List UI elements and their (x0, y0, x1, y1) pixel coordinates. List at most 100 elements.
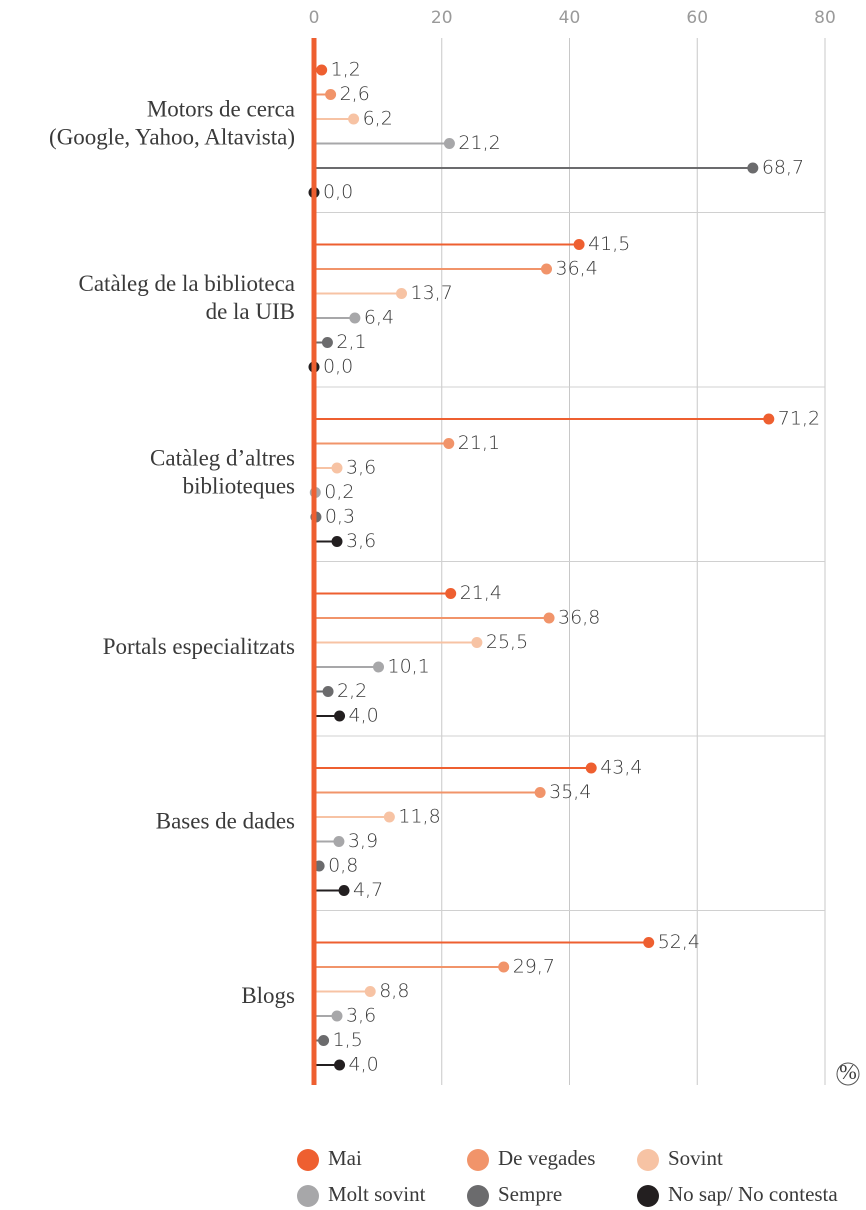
legend-label: No sap/ No contesta (668, 1182, 838, 1206)
value-label: 2,6 (340, 83, 370, 105)
lollipop-dot (331, 1010, 343, 1022)
category-label: Bases de dades (156, 809, 295, 834)
lollipop-dot (322, 686, 334, 697)
category-label-line: Portals especialitzats (103, 634, 295, 659)
legend-label: De vegades (498, 1146, 595, 1170)
value-label: 25,5 (486, 631, 528, 653)
value-label: 3,6 (346, 530, 376, 552)
category-label: Blogs (241, 983, 295, 1008)
lollipop-dot (471, 637, 483, 648)
lollipop-dot (747, 162, 759, 174)
lollipop-dot (383, 811, 395, 823)
legend-swatch (297, 1149, 319, 1171)
value-label: 1,2 (331, 59, 361, 81)
lollipop-dot (364, 986, 376, 997)
value-label: 68,7 (762, 157, 804, 179)
lollipop-dot (541, 263, 553, 275)
lollipop-dot (534, 787, 546, 798)
value-label: 0,3 (325, 506, 355, 528)
value-label: 13,7 (411, 282, 453, 304)
x-tick-label: 60 (686, 8, 708, 28)
x-tick-label: 0 (309, 8, 320, 28)
lollipop-dot (333, 836, 345, 847)
category-label: Catàleg d’altres biblioteques (150, 446, 295, 499)
category-label-line: Bases de dades (156, 809, 295, 834)
category-label-line: Blogs (241, 983, 295, 1008)
legend-label: Sempre (498, 1182, 562, 1206)
lollipop-dot (763, 413, 775, 425)
value-label: 3,6 (346, 457, 376, 479)
category-label-line: Catàleg de la biblioteca (79, 271, 296, 296)
category-label-line: (Google, Yahoo, Altavista) (49, 125, 295, 150)
lollipop-dot (321, 337, 333, 348)
value-label: 6,4 (364, 307, 394, 329)
value-label: 21,4 (460, 582, 502, 604)
value-label: 0,0 (323, 356, 353, 378)
value-label: 21,1 (458, 432, 500, 454)
legend-label: Sovint (668, 1146, 723, 1170)
category-label-line: biblioteques (183, 474, 295, 499)
legend-label: Mai (328, 1146, 362, 1170)
lollipop-dot (373, 661, 385, 673)
value-label: 3,6 (346, 1005, 376, 1027)
x-tick-label: 40 (559, 8, 581, 28)
legend-label: Molt sovint (328, 1182, 426, 1206)
category-label-line: Catàleg d’altres (150, 446, 295, 471)
value-label: 0,8 (328, 855, 358, 877)
value-label: 52,4 (658, 931, 700, 953)
legend-swatch (467, 1185, 489, 1207)
lollipop-dot (331, 462, 343, 474)
value-label: 1,5 (333, 1029, 363, 1051)
lollipop-dot (334, 710, 346, 722)
legend-swatch (297, 1185, 319, 1207)
lollipop-dot (585, 762, 597, 774)
value-label: 8,8 (379, 980, 409, 1002)
value-label: 41,5 (588, 233, 630, 255)
x-tick-label: 20 (431, 8, 453, 28)
value-label: 4,0 (349, 1054, 379, 1076)
value-label: 71,2 (778, 408, 820, 430)
category-label: Motors de cerca (Google, Yahoo, Altavista… (49, 97, 295, 150)
lollipop-dot (316, 64, 328, 76)
lollipop-dot (573, 239, 585, 250)
category-label: Catàleg de la biblioteca de la UIB (79, 271, 296, 324)
lollipop-dot (443, 138, 455, 149)
value-label: 4,0 (349, 705, 379, 727)
category-label-line: Motors de cerca (147, 97, 295, 122)
value-label: 2,1 (336, 331, 366, 353)
value-label: 11,8 (398, 806, 440, 828)
legend-swatch (637, 1185, 659, 1207)
lollipop-dot (331, 536, 343, 547)
value-label: 43,4 (600, 757, 642, 779)
x-tick-label: 80 (814, 8, 836, 28)
lollipop-dot (396, 288, 408, 299)
legend-swatch (467, 1149, 489, 1171)
value-label: 6,2 (363, 108, 393, 130)
lollipop-dot (334, 1059, 346, 1071)
lollipop-dot (498, 961, 510, 973)
lollipop-dot (643, 937, 655, 948)
value-label: 10,1 (388, 656, 430, 678)
value-label: 4,7 (353, 879, 383, 901)
lollipop-dot (325, 89, 337, 100)
lollipop-dot (349, 312, 361, 324)
lollipop-dot (318, 1035, 330, 1046)
lollipop-dot (348, 113, 360, 125)
value-label: 36,8 (558, 607, 600, 629)
category-label-line: de la UIB (206, 299, 295, 324)
value-label: 3,9 (348, 830, 378, 852)
value-label: 0,2 (324, 481, 354, 503)
value-label: 2,2 (337, 680, 367, 702)
value-label: 35,4 (549, 781, 591, 803)
unit-circle (836, 1062, 860, 1086)
legend-swatch (637, 1149, 659, 1171)
lollipop-dot (443, 438, 455, 449)
value-label: 0,0 (323, 181, 353, 203)
category-label: Portals especialitzats (103, 634, 295, 659)
lollipop-dot (445, 588, 457, 599)
value-label: 36,4 (556, 258, 598, 280)
value-label: 21,2 (458, 132, 500, 154)
lollipop-dot (338, 885, 350, 896)
